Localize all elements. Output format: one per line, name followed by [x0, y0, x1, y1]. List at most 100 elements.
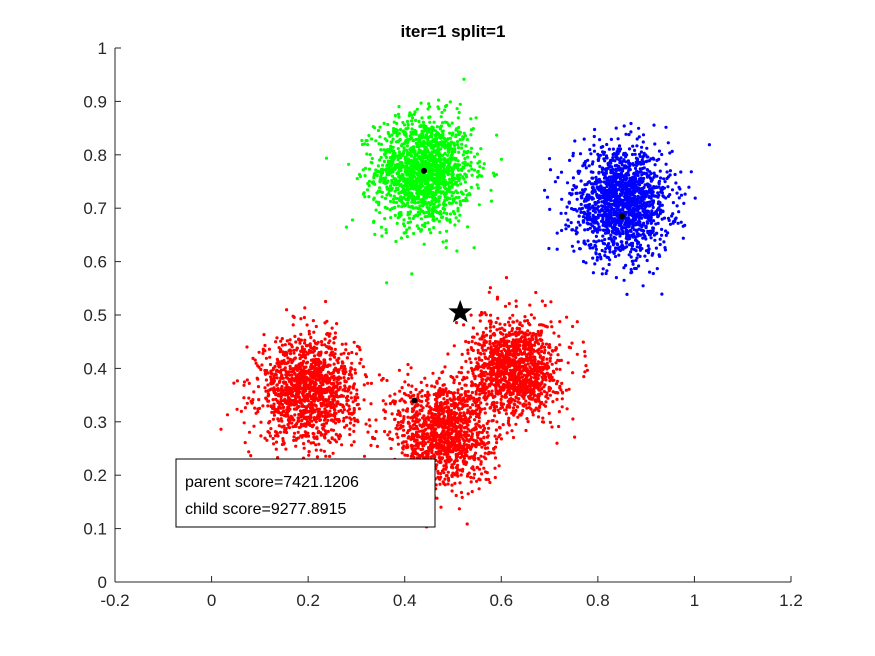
data-point — [405, 228, 409, 232]
data-point — [456, 191, 460, 195]
data-point — [276, 417, 280, 421]
data-point — [586, 218, 590, 222]
data-point — [426, 187, 430, 191]
data-point — [399, 156, 403, 160]
data-point — [399, 236, 403, 240]
data-point — [605, 142, 609, 147]
data-point — [468, 406, 472, 410]
data-point — [646, 229, 650, 233]
data-point — [595, 193, 599, 197]
data-point — [256, 385, 261, 389]
data-point — [367, 184, 371, 188]
data-point — [553, 180, 558, 184]
data-point — [304, 369, 308, 374]
data-point — [435, 210, 439, 214]
data-point — [438, 196, 442, 200]
data-point — [415, 171, 419, 175]
data-point — [609, 198, 613, 203]
data-point — [340, 443, 344, 447]
data-point — [321, 383, 325, 387]
data-point — [621, 169, 625, 173]
data-point — [469, 185, 473, 189]
data-point — [609, 168, 613, 172]
data-point — [653, 163, 657, 167]
data-point — [441, 240, 445, 244]
data-point — [579, 202, 583, 206]
data-point — [383, 205, 387, 209]
data-point — [636, 157, 640, 161]
data-point — [347, 352, 351, 356]
data-point — [298, 353, 302, 357]
data-point — [388, 208, 392, 212]
data-point — [588, 226, 592, 230]
data-point — [383, 196, 388, 200]
data-point — [421, 209, 425, 214]
data-point — [331, 451, 335, 455]
data-point — [385, 193, 389, 197]
data-point — [450, 156, 454, 161]
data-point — [409, 195, 414, 199]
data-point — [443, 142, 447, 146]
data-point — [385, 180, 389, 184]
data-point — [316, 386, 320, 390]
data-point — [416, 210, 420, 214]
data-point — [311, 376, 315, 380]
data-point — [603, 231, 608, 235]
data-point — [368, 424, 372, 428]
data-point — [608, 160, 612, 164]
data-point — [379, 155, 383, 160]
data-point — [299, 434, 303, 438]
data-point — [574, 232, 579, 236]
data-point — [599, 145, 603, 149]
data-point — [619, 156, 623, 160]
data-point — [388, 184, 393, 188]
data-point — [350, 350, 354, 355]
data-point — [295, 391, 299, 395]
data-point — [304, 365, 308, 369]
data-point — [323, 411, 327, 416]
data-point — [400, 152, 405, 156]
data-point — [397, 214, 402, 219]
data-point — [332, 341, 336, 345]
data-point — [325, 404, 329, 408]
data-point — [586, 222, 590, 226]
data-point — [345, 356, 349, 360]
data-point — [381, 376, 385, 381]
data-point — [346, 394, 350, 398]
data-point — [366, 143, 370, 147]
data-point — [474, 357, 478, 361]
data-point — [659, 176, 663, 180]
data-point — [448, 131, 452, 135]
data-point — [603, 174, 607, 178]
data-point — [421, 151, 425, 155]
data-point — [660, 152, 664, 157]
data-point — [583, 228, 587, 232]
data-point — [292, 387, 297, 391]
data-point — [425, 193, 430, 197]
data-point — [320, 395, 324, 399]
data-point — [460, 142, 464, 146]
data-point — [312, 393, 316, 397]
data-point — [393, 189, 397, 193]
data-point — [618, 202, 622, 206]
data-point — [367, 179, 371, 183]
data-point — [635, 228, 639, 232]
data-point — [601, 228, 606, 232]
data-point — [574, 191, 578, 195]
data-point — [397, 105, 401, 109]
data-point — [418, 204, 422, 208]
data-point — [443, 193, 447, 197]
data-point — [482, 162, 486, 166]
data-point — [397, 191, 401, 195]
data-point — [297, 412, 301, 417]
data-point — [492, 174, 496, 178]
data-point — [405, 119, 410, 124]
data-point — [382, 159, 386, 164]
data-point — [555, 231, 559, 235]
data-point — [376, 169, 380, 173]
data-point — [586, 206, 590, 210]
data-point — [591, 256, 595, 260]
data-point — [605, 198, 610, 202]
data-point — [378, 135, 382, 139]
data-point — [266, 399, 270, 403]
